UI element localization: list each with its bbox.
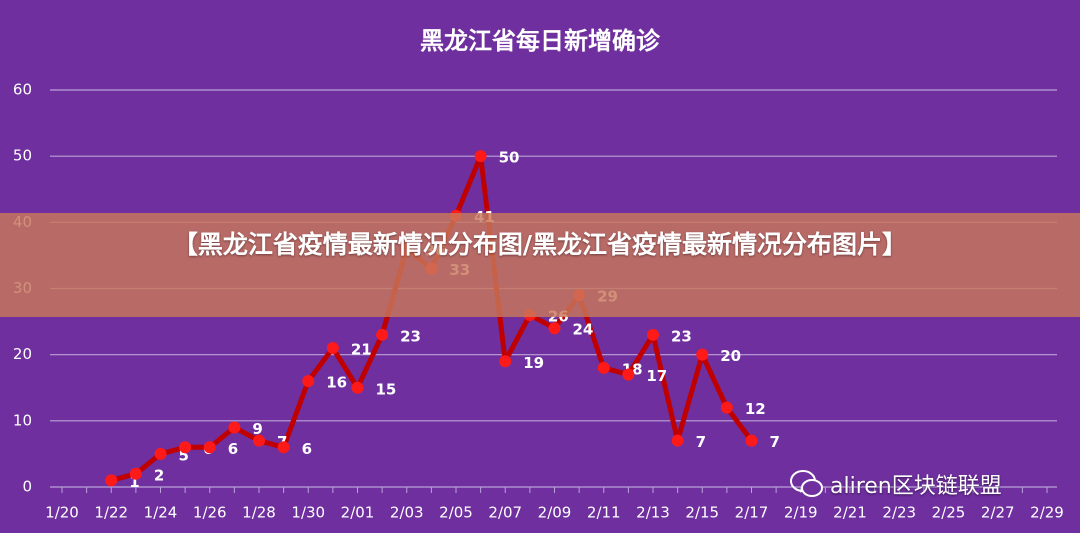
point <box>376 328 389 341</box>
point <box>597 361 610 374</box>
x-tick-label: 1/20 <box>45 504 79 522</box>
watermark: aliren区块链联盟 <box>790 468 1002 500</box>
y-tick-label: 0 <box>22 478 32 496</box>
data-label: 16 <box>326 374 347 392</box>
data-label: 15 <box>376 380 397 398</box>
x-tick-label: 2/09 <box>538 504 572 522</box>
data-label: 1 <box>129 473 139 491</box>
data-label: 7 <box>770 433 780 451</box>
point <box>105 474 118 487</box>
point <box>253 434 265 447</box>
data-label: 2 <box>154 466 164 484</box>
point <box>228 421 241 434</box>
data-label: 9 <box>252 420 262 438</box>
data-label: 23 <box>671 327 692 345</box>
chart-title: 黑龙江省每日新增确诊 <box>420 27 661 55</box>
data-label: 21 <box>351 341 372 359</box>
y-tick-label: 20 <box>13 345 32 363</box>
y-tick-label: 10 <box>13 411 32 429</box>
x-tick-label: 2/11 <box>587 504 621 522</box>
x-tick-label: 2/01 <box>341 504 375 522</box>
point <box>622 368 635 381</box>
point <box>326 342 339 355</box>
x-tick-label: 2/19 <box>784 504 818 522</box>
data-label: 24 <box>573 321 594 339</box>
data-label: 17 <box>646 367 667 385</box>
x-tick-label: 1/24 <box>144 504 178 522</box>
point <box>720 401 733 414</box>
point <box>203 441 216 454</box>
x-tick-label: 2/15 <box>685 504 719 522</box>
point <box>499 355 512 368</box>
line <box>110 153 754 483</box>
point <box>745 434 758 447</box>
point <box>647 328 659 341</box>
y-tick-label: 60 <box>13 81 32 99</box>
point <box>179 441 192 454</box>
point <box>302 375 315 388</box>
data-label: 19 <box>523 354 544 372</box>
point <box>277 441 290 454</box>
point <box>351 381 364 394</box>
watermark-text: aliren区块链联盟 <box>830 474 1002 499</box>
x-tick-label: 1/22 <box>94 504 128 522</box>
data-label: 20 <box>720 347 741 365</box>
x-tick-label: 2/23 <box>882 504 916 522</box>
x-tick-label: 2/29 <box>1030 504 1064 522</box>
data-label: 7 <box>696 433 706 451</box>
x-tick-label: 2/17 <box>735 504 769 522</box>
point <box>474 150 487 163</box>
x-tick-label: 2/27 <box>981 504 1015 522</box>
x-tick-label: 2/13 <box>636 504 670 522</box>
point <box>671 434 684 447</box>
x-tick-label: 2/25 <box>932 504 966 522</box>
x-tick-label: 2/03 <box>390 504 424 522</box>
data-label: 50 <box>499 149 520 167</box>
data-label: 6 <box>228 440 238 458</box>
x-tick-label: 1/26 <box>193 504 227 522</box>
banner: 【黑龙江省疫情最新情况分布图/黑龙江省疫情最新情况分布图片】 <box>0 213 1080 317</box>
x-tick-label: 2/05 <box>439 504 473 522</box>
point <box>548 322 561 335</box>
point <box>696 348 709 361</box>
point <box>129 467 142 480</box>
data-label: 12 <box>745 400 766 418</box>
x-tick-label: 1/28 <box>242 504 276 522</box>
point <box>154 447 167 460</box>
data-label: 23 <box>400 327 421 345</box>
wechat-icon <box>790 470 823 497</box>
x-tick-label: 1/30 <box>291 504 325 522</box>
x-tick-label: 2/07 <box>488 504 522 522</box>
y-tick-label: 50 <box>13 147 32 165</box>
x-tick-label: 2/21 <box>833 504 867 522</box>
data-label: 6 <box>302 440 312 458</box>
data-label: 5 <box>179 446 189 464</box>
